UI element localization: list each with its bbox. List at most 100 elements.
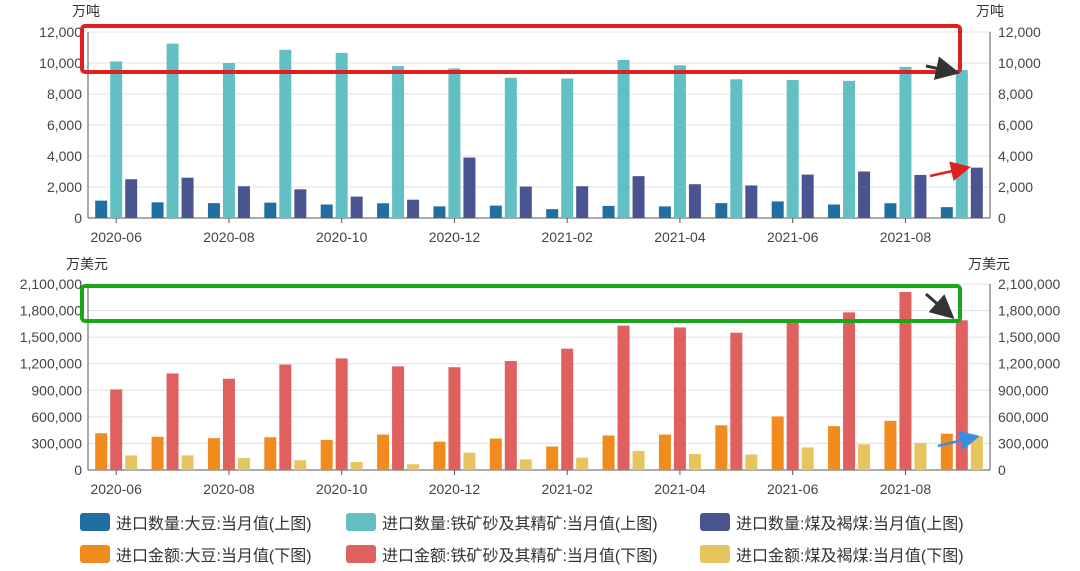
bar[interactable]: [448, 68, 461, 218]
bar[interactable]: [335, 358, 348, 470]
bar[interactable]: [576, 186, 589, 218]
bar[interactable]: [392, 66, 405, 218]
bar[interactable]: [448, 367, 461, 470]
bar[interactable]: [377, 203, 390, 218]
bar[interactable]: [940, 207, 953, 218]
bar[interactable]: [561, 78, 574, 219]
bar[interactable]: [828, 426, 841, 470]
bar[interactable]: [561, 348, 574, 470]
bar[interactable]: [786, 80, 799, 218]
bar[interactable]: [914, 174, 927, 218]
bar[interactable]: [970, 167, 983, 218]
bar[interactable]: [519, 186, 532, 218]
bar[interactable]: [546, 446, 559, 470]
bar[interactable]: [151, 436, 164, 470]
bar[interactable]: [576, 457, 589, 470]
bar[interactable]: [715, 425, 728, 470]
bar[interactable]: [899, 66, 912, 218]
bar[interactable]: [320, 204, 333, 218]
bar[interactable]: [673, 65, 686, 218]
bar[interactable]: [377, 434, 390, 470]
bar[interactable]: [125, 455, 138, 470]
bar[interactable]: [730, 79, 743, 219]
bar[interactable]: [602, 205, 615, 218]
bar[interactable]: [632, 450, 645, 470]
bar[interactable]: [884, 420, 897, 470]
legend-item-quantity-soybean[interactable]: 进口数量:大豆:当月值(上图): [80, 510, 346, 534]
bar[interactable]: [264, 437, 277, 470]
bar[interactable]: [899, 291, 912, 470]
bar[interactable]: [222, 63, 235, 218]
bar[interactable]: [463, 157, 476, 218]
bar[interactable]: [463, 452, 476, 470]
bar[interactable]: [320, 439, 333, 470]
bar[interactable]: [279, 364, 292, 470]
bar[interactable]: [801, 174, 814, 218]
bar[interactable]: [151, 202, 164, 218]
bar[interactable]: [110, 61, 123, 219]
bar[interactable]: [658, 434, 671, 470]
legend-item-value-coal[interactable]: 进口金额:煤及褐煤:当月值(下图): [700, 542, 964, 566]
legend-item-value-soybean[interactable]: 进口金额:大豆:当月值(下图): [80, 542, 346, 566]
bar[interactable]: [884, 203, 897, 218]
bar[interactable]: [222, 378, 235, 470]
bar[interactable]: [407, 199, 420, 218]
bar[interactable]: [95, 433, 108, 470]
bar[interactable]: [858, 171, 871, 219]
bar[interactable]: [335, 52, 348, 218]
bar[interactable]: [955, 320, 968, 470]
bar[interactable]: [433, 441, 446, 470]
bar[interactable]: [519, 459, 532, 470]
bar[interactable]: [407, 464, 420, 470]
bar[interactable]: [858, 444, 871, 470]
bar[interactable]: [237, 458, 250, 470]
bar[interactable]: [745, 454, 758, 471]
bar[interactable]: [914, 442, 927, 470]
legend-item-quantity-iron-ore[interactable]: 进口数量:铁矿砂及其精矿:当月值(上图): [346, 510, 700, 534]
legend-item-quantity-coal[interactable]: 进口数量:煤及褐煤:当月值(上图): [700, 510, 964, 534]
bar[interactable]: [617, 59, 630, 219]
bar[interactable]: [617, 325, 630, 470]
bar[interactable]: [843, 80, 856, 218]
bar[interactable]: [786, 322, 799, 470]
bar[interactable]: [433, 206, 446, 218]
bar[interactable]: [207, 203, 220, 218]
bar[interactable]: [279, 49, 292, 219]
bar[interactable]: [715, 203, 728, 218]
bar[interactable]: [166, 373, 179, 470]
bar[interactable]: [504, 361, 517, 470]
bar[interactable]: [237, 186, 250, 218]
bar[interactable]: [110, 389, 123, 470]
bar[interactable]: [673, 327, 686, 470]
bar[interactable]: [181, 177, 194, 218]
bar[interactable]: [350, 462, 363, 470]
bar[interactable]: [95, 200, 108, 218]
bar[interactable]: [489, 438, 502, 470]
bar[interactable]: [632, 176, 645, 218]
bar[interactable]: [504, 77, 517, 218]
legend-item-value-iron-ore[interactable]: 进口金额:铁矿砂及其精矿:当月值(下图): [346, 542, 700, 566]
bar[interactable]: [940, 433, 953, 470]
bar[interactable]: [602, 435, 615, 470]
bar[interactable]: [688, 184, 701, 218]
bar[interactable]: [207, 438, 220, 470]
bar[interactable]: [745, 185, 758, 218]
bar[interactable]: [955, 69, 968, 218]
bar[interactable]: [350, 196, 363, 218]
bar[interactable]: [125, 179, 138, 218]
bar[interactable]: [166, 43, 179, 218]
bar[interactable]: [843, 312, 856, 470]
bar[interactable]: [970, 436, 983, 470]
bar[interactable]: [658, 206, 671, 218]
bar[interactable]: [392, 366, 405, 470]
bar[interactable]: [264, 202, 277, 218]
bar[interactable]: [489, 205, 502, 218]
bar[interactable]: [828, 204, 841, 218]
bar[interactable]: [181, 455, 194, 470]
bar[interactable]: [688, 454, 701, 470]
bar[interactable]: [801, 447, 814, 470]
bar[interactable]: [771, 416, 784, 470]
bar[interactable]: [730, 332, 743, 470]
bar[interactable]: [771, 201, 784, 218]
bar[interactable]: [294, 189, 307, 218]
